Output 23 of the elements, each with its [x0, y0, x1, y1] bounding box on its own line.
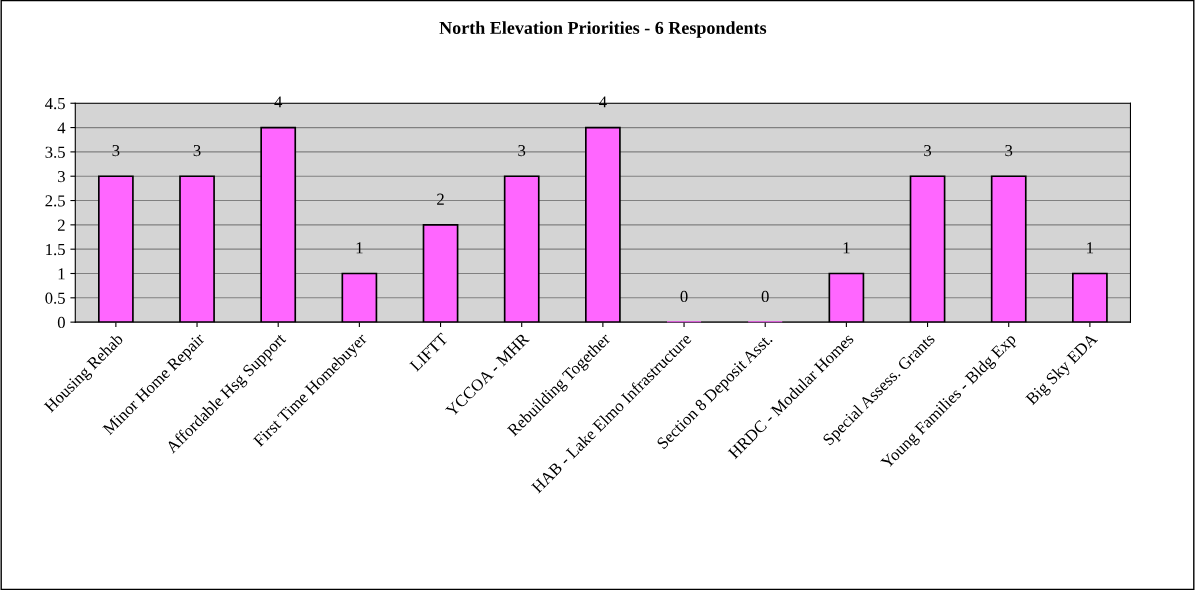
y-tick-label: 4.5 [45, 98, 65, 110]
data-label: 3 [518, 144, 526, 157]
y-tick-label: 1.5 [46, 243, 65, 256]
data-label: 3 [1005, 144, 1013, 157]
data-label: 1 [1087, 242, 1094, 254]
data-label: 0 [761, 290, 769, 303]
data-label: 3 [193, 144, 201, 157]
y-tick-label: 1 [58, 268, 65, 280]
y-tick-label: 0.5 [45, 292, 65, 304]
y-tick-label: 0 [57, 316, 65, 329]
data-label: 1 [843, 242, 850, 254]
chart-title: North Elevation Priorities - 6 Respondents [439, 21, 767, 38]
y-tick-label: 2.5 [45, 195, 65, 207]
y-tick-label: 2 [57, 219, 65, 231]
data-label: 3 [924, 144, 932, 157]
data-label: 1 [356, 242, 363, 254]
y-tick-label: 3.5 [45, 146, 65, 158]
data-label: 0 [680, 290, 688, 303]
data-label: 2 [437, 193, 444, 205]
y-tick-label: 3 [58, 170, 65, 183]
x-tick-label: Big Sky EDA [1024, 331, 1101, 408]
y-tick-label: 4 [57, 122, 66, 134]
data-label: 3 [112, 144, 120, 157]
